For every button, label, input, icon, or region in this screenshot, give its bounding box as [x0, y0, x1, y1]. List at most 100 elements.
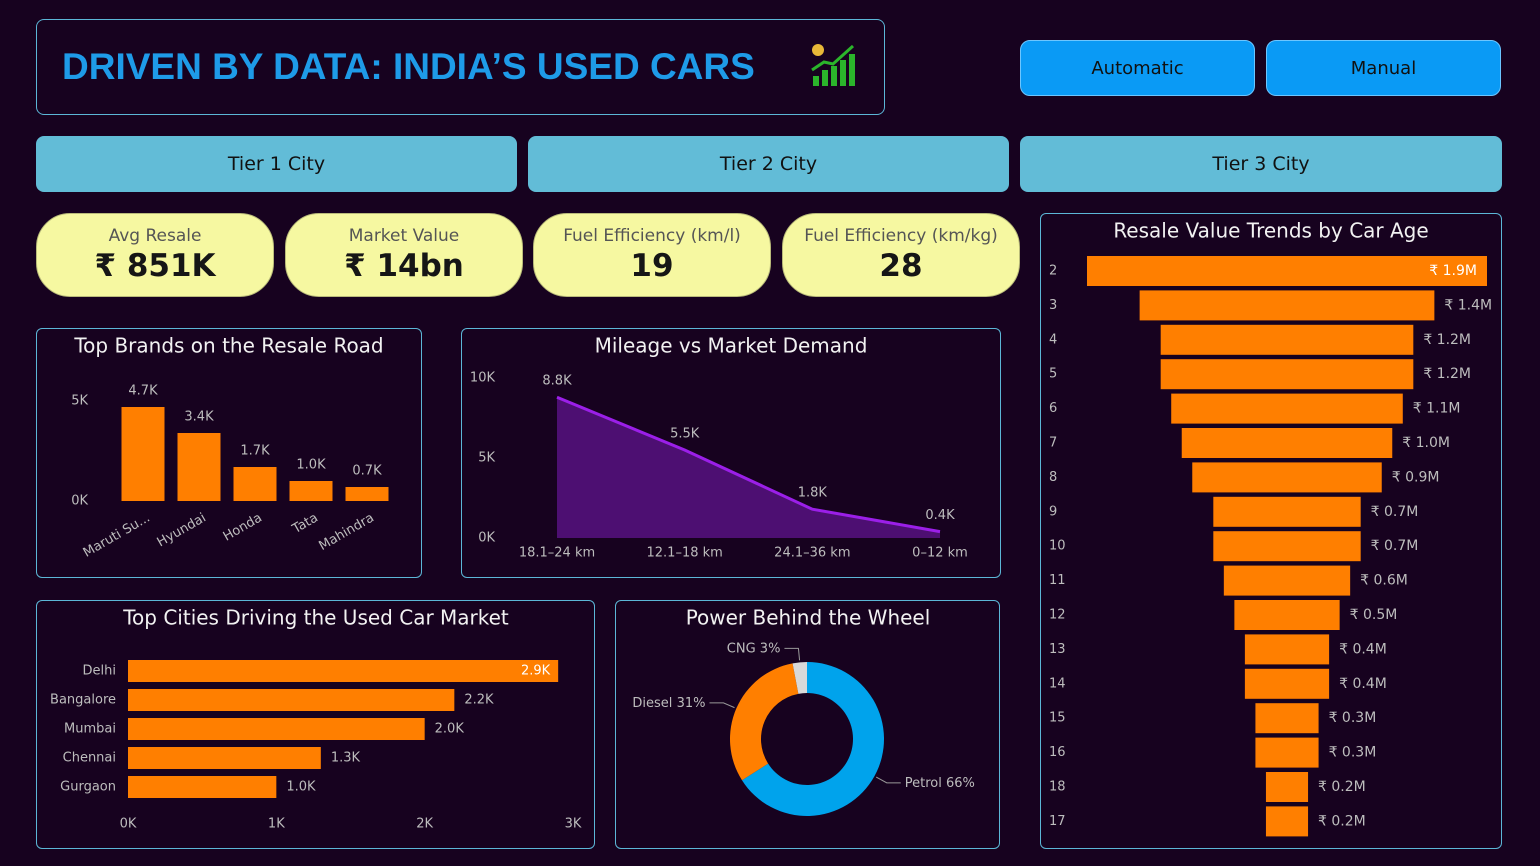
kpi-label: Fuel Efficiency (km/kg): [804, 226, 998, 246]
data-label: 0.7K: [352, 464, 382, 479]
data-label: ₹ 0.6M: [1360, 573, 1408, 589]
y-tick-label: 10K: [470, 371, 496, 386]
data-label: 0.4K: [925, 508, 955, 523]
slice-label: CNG 3%: [727, 641, 781, 656]
data-label: 2.9K: [521, 664, 551, 679]
data-label: ₹ 0.5M: [1350, 607, 1398, 623]
bar: [1213, 531, 1361, 562]
data-label: 8.8K: [542, 374, 572, 389]
leader-line: [875, 776, 901, 784]
data-label: 3.4K: [184, 410, 214, 425]
x-tick-label: 0–12 km: [912, 546, 968, 561]
data-label: ₹ 1.9M: [1429, 263, 1477, 279]
tier-button[interactable]: Tier 3 City: [1020, 136, 1502, 192]
slice-category: CNG: [727, 641, 756, 656]
bar: [1255, 703, 1319, 734]
bar: [1171, 393, 1403, 424]
slice-value: 3%: [760, 641, 781, 656]
slice-label: Petrol 66%: [905, 775, 975, 790]
bar: [1265, 772, 1309, 802]
bar: [1181, 428, 1393, 458]
x-tick-label: 1K: [268, 817, 285, 832]
header: DRIVEN BY DATA: INDIA’S USED CARS: [36, 19, 885, 115]
y-tick-label: 15: [1049, 711, 1066, 726]
bar: [1087, 256, 1487, 286]
donut-slice: [792, 662, 807, 694]
kpi-value: 28: [879, 248, 923, 284]
bar: [1244, 634, 1330, 665]
kpi-label: Avg Resale: [108, 226, 202, 246]
y-tick-label: 4: [1049, 332, 1057, 347]
line: [556, 395, 941, 534]
y-tick-label: Bangalore: [50, 693, 116, 708]
x-tick-label: Tata: [289, 511, 321, 538]
x-tick-label: 3K: [565, 817, 582, 832]
bar: [177, 433, 221, 501]
y-tick-label: 16: [1049, 745, 1066, 760]
x-tick-label: 0K: [120, 817, 137, 832]
kpi-value: ₹ 851K: [94, 248, 216, 284]
slice-value: 31%: [677, 695, 706, 710]
y-tick-label: 17: [1049, 814, 1066, 829]
chart-title: Top Brands on the Resale Road: [73, 334, 383, 358]
kpi-label: Fuel Efficiency (km/l): [563, 226, 741, 246]
x-tick-label: 2K: [416, 817, 433, 832]
bar: [128, 689, 455, 711]
bar: [289, 481, 333, 501]
tier-button[interactable]: Tier 2 City: [528, 136, 1009, 192]
y-tick-label: 0K: [478, 531, 495, 546]
automatic-button[interactable]: Automatic: [1020, 40, 1255, 96]
data-label: 1.8K: [798, 486, 828, 501]
chart-title: Top Cities Driving the Used Car Market: [122, 606, 509, 630]
data-label: ₹ 1.2M: [1423, 332, 1471, 348]
kpi-card: Fuel Efficiency (km/kg) 28: [782, 213, 1020, 297]
tier-button[interactable]: Tier 1 City: [36, 136, 517, 192]
donut-slice: [730, 663, 799, 781]
data-label: 1.3K: [331, 751, 361, 766]
data-label: ₹ 0.7M: [1371, 538, 1419, 554]
x-tick-label: Honda: [221, 511, 265, 545]
chart-panel: [36, 328, 422, 578]
slice-category: Petrol: [905, 775, 942, 790]
data-label: ₹ 0.4M: [1339, 676, 1387, 692]
x-tick-label: 12.1–18 km: [647, 546, 723, 561]
chart-title: Resale Value Trends by Car Age: [1113, 219, 1428, 243]
bar: [1192, 462, 1382, 493]
data-label: ₹ 0.7M: [1371, 504, 1419, 520]
y-tick-label: Gurgaon: [60, 780, 116, 795]
donut-slice: [741, 662, 884, 816]
y-tick-label: 8: [1049, 470, 1057, 485]
kpi-label: Market Value: [348, 226, 460, 246]
trend-icon: [811, 44, 855, 86]
bar: [1139, 290, 1435, 321]
manual-button[interactable]: Manual: [1266, 40, 1501, 96]
chart-panel: [1040, 213, 1502, 849]
y-tick-label: 12: [1049, 608, 1066, 623]
bar: [1265, 806, 1309, 837]
y-tick-label: 3: [1049, 298, 1057, 313]
data-label: ₹ 1.1M: [1413, 401, 1461, 417]
bar: [233, 467, 277, 501]
x-tick-label: Hyundai: [155, 511, 209, 551]
bar: [1244, 668, 1330, 699]
bar: [121, 407, 165, 501]
area: [557, 397, 940, 538]
y-tick-label: 5K: [478, 451, 495, 466]
y-tick-label: 13: [1049, 642, 1066, 657]
data-label: ₹ 1.0M: [1402, 435, 1450, 451]
data-label: 4.7K: [128, 384, 158, 399]
bar: [345, 487, 389, 501]
data-label: 5.5K: [670, 427, 700, 442]
y-tick-label: Mumbai: [64, 722, 116, 737]
leader-line: [784, 647, 801, 661]
y-tick-label: 7: [1049, 436, 1057, 451]
chart-panel: [36, 600, 595, 849]
bar: [1160, 324, 1414, 355]
leader-line: [709, 702, 735, 709]
kpi-card: Avg Resale ₹ 851K: [36, 213, 274, 297]
data-label: ₹ 0.3M: [1329, 710, 1377, 726]
data-label: 1.0K: [286, 780, 316, 795]
y-tick-label: Chennai: [63, 751, 116, 766]
y-tick-label: 14: [1049, 676, 1066, 691]
